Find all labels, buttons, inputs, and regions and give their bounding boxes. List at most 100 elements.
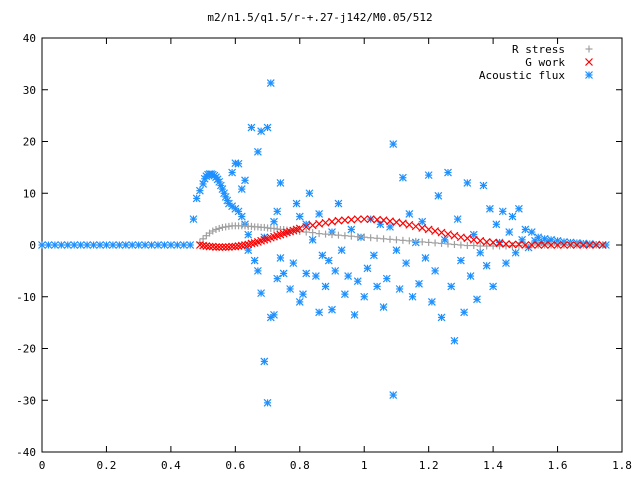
data-point	[405, 220, 414, 229]
data-point	[321, 218, 330, 227]
data-point	[392, 246, 401, 255]
data-point	[476, 236, 485, 245]
series-g-work	[195, 215, 607, 251]
data-point	[469, 235, 478, 244]
data-point	[450, 240, 458, 248]
data-point	[437, 313, 446, 322]
data-point	[212, 243, 220, 251]
data-point	[295, 212, 304, 221]
series-acoustic-flux	[38, 79, 610, 407]
data-point	[347, 232, 355, 240]
legend-label: G work	[525, 56, 565, 69]
data-point	[295, 224, 304, 233]
data-point	[228, 168, 237, 177]
data-point	[321, 282, 330, 291]
data-point	[311, 272, 320, 280]
data-point	[482, 237, 491, 246]
data-point	[318, 251, 327, 260]
data-point	[502, 240, 510, 248]
legend-marker	[585, 71, 593, 79]
data-point	[121, 241, 130, 249]
data-point	[421, 254, 430, 262]
y-tick-label: -30	[16, 394, 36, 407]
data-point	[427, 298, 436, 306]
data-point	[276, 178, 285, 187]
data-point	[353, 277, 362, 286]
legend-marker	[585, 58, 593, 66]
data-point	[572, 241, 581, 249]
data-point	[511, 248, 520, 257]
data-point	[337, 246, 346, 255]
x-tick-label: 1.4	[483, 459, 503, 472]
data-point	[363, 264, 372, 273]
data-point	[76, 241, 85, 249]
data-point	[309, 229, 317, 237]
data-point	[279, 269, 288, 278]
data-point	[354, 233, 362, 241]
data-point	[295, 298, 304, 306]
data-point	[199, 235, 207, 243]
data-point	[476, 242, 484, 250]
data-point	[209, 227, 217, 235]
data-point	[134, 241, 143, 249]
data-point	[328, 217, 336, 226]
data-point	[437, 228, 446, 237]
data-point	[63, 241, 72, 249]
data-point	[154, 241, 162, 249]
x-tick-label: 0.8	[290, 459, 310, 472]
data-point	[392, 218, 401, 227]
data-point	[373, 215, 382, 224]
data-point	[202, 242, 211, 250]
data-point	[592, 241, 601, 249]
data-point	[128, 241, 137, 249]
data-point	[379, 303, 388, 312]
data-point	[234, 159, 243, 168]
data-point	[457, 241, 465, 249]
data-point	[483, 242, 491, 250]
data-point	[299, 290, 307, 299]
data-point	[38, 241, 46, 249]
data-point	[315, 219, 324, 228]
y-tick-label: 0	[29, 239, 36, 252]
data-point	[360, 292, 369, 301]
data-point	[412, 237, 420, 245]
data-point	[527, 241, 536, 249]
data-point	[521, 241, 530, 249]
data-point	[199, 180, 208, 188]
data-point	[460, 308, 469, 317]
x-axis: 0 0.2 0.4 0.6 0.8 1 1.2 1.4 1.6 1.8	[39, 38, 632, 472]
data-point	[237, 185, 246, 194]
data-point	[431, 266, 440, 275]
data-point	[241, 176, 249, 185]
data-point	[502, 259, 510, 268]
data-point	[57, 241, 66, 249]
data-point	[447, 282, 456, 291]
x-tick-label: 0.6	[225, 459, 245, 472]
y-tick-label: 10	[23, 187, 36, 200]
data-point	[450, 231, 459, 240]
x-tick-label: 1	[361, 459, 368, 472]
data-point	[205, 242, 214, 251]
data-point	[218, 243, 227, 251]
data-point	[334, 199, 343, 208]
data-point	[115, 241, 124, 249]
data-point	[438, 239, 446, 247]
x-tick-label: 0.2	[97, 459, 117, 472]
data-point	[540, 241, 549, 249]
data-point	[340, 216, 349, 225]
data-point	[328, 231, 336, 239]
data-point	[547, 241, 556, 249]
data-point	[450, 336, 459, 345]
data-point	[470, 242, 478, 250]
data-point	[83, 241, 92, 249]
x-tick-label: 0.4	[161, 459, 181, 472]
data-point	[334, 216, 343, 225]
data-point	[347, 225, 356, 234]
data-point	[141, 241, 150, 249]
data-point	[418, 217, 427, 226]
data-point	[405, 210, 414, 218]
data-point	[266, 79, 275, 87]
data-point	[382, 274, 391, 283]
data-point	[212, 225, 220, 233]
